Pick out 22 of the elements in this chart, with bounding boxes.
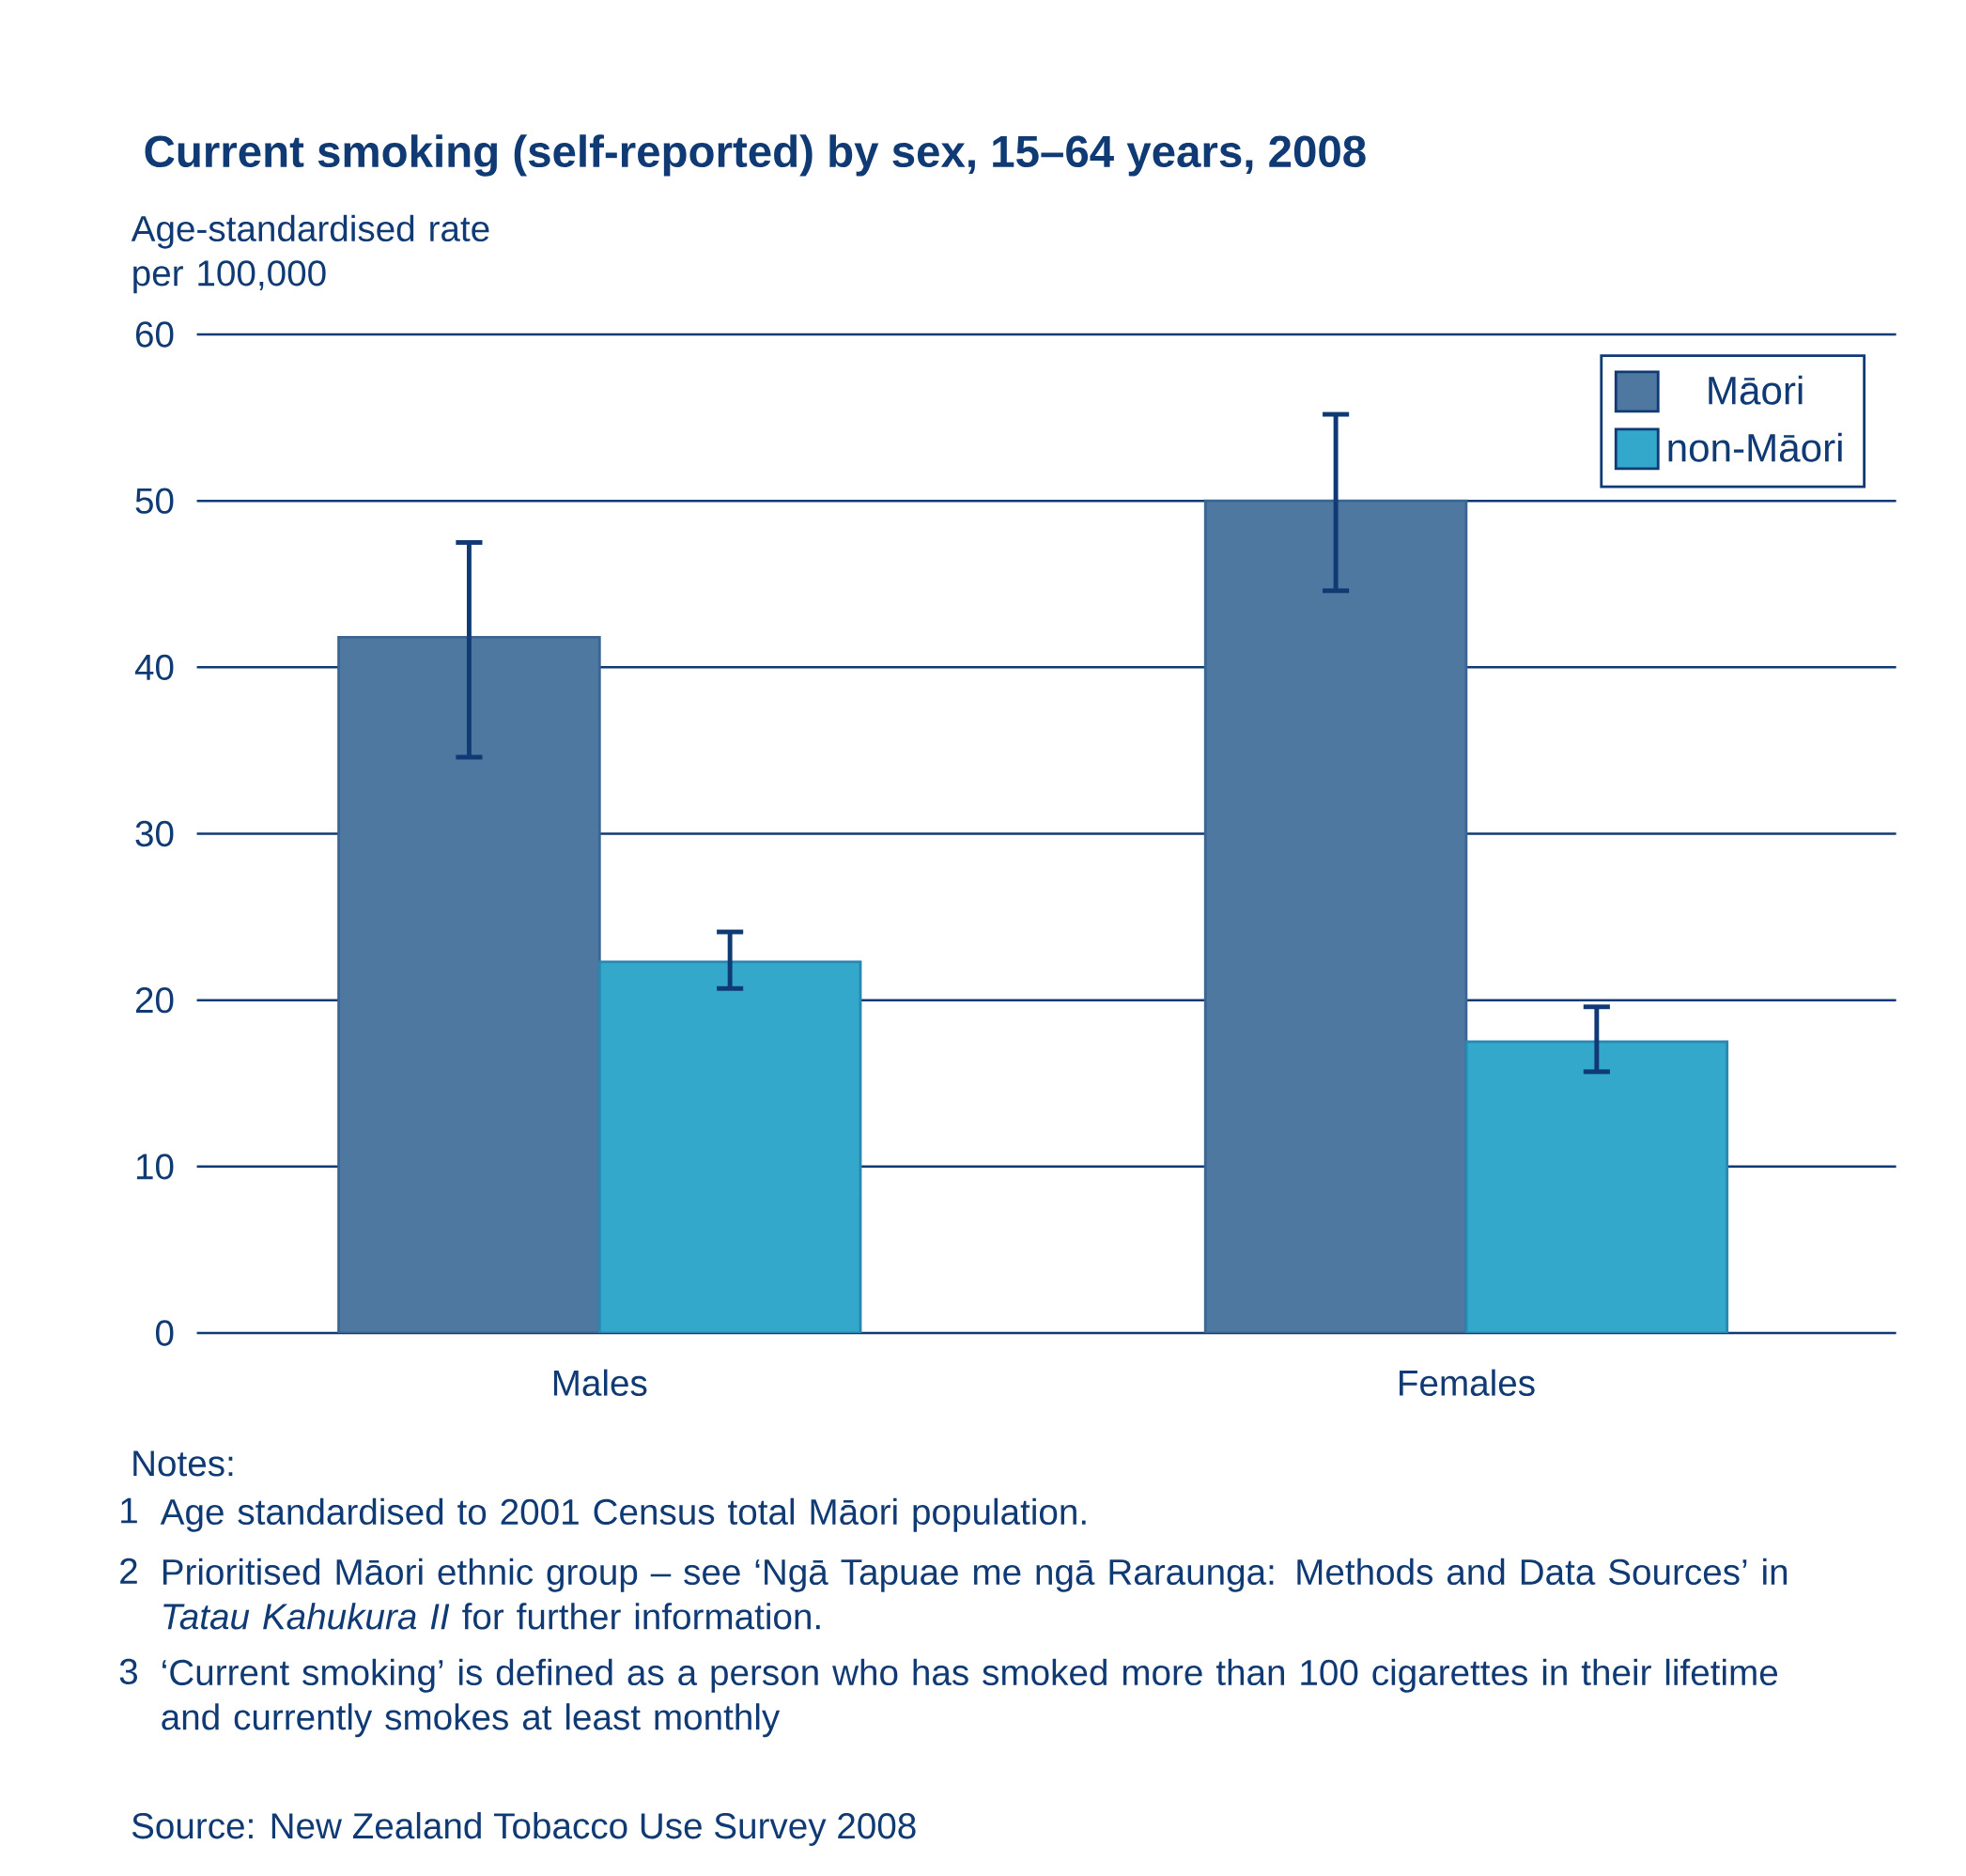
text: 1 [121,1497,137,1524]
text: ‘Current smoking’ is defined as a person who has smoked more than 100 cigarettes in their lifetime and currently smokes at least monthly [162,1658,1778,1738]
y-axis-title: Age-standardised rate per 100,000 [131,214,489,294]
source-note: Source: New Zealand Tobacco Use Survey 2008 [132,1811,916,1846]
y-tick-label: 30 [135,820,174,847]
x-tick-label: Females [1400,1369,1535,1396]
text: Prioritised Māori ethnic group – see ‘Ngā Tapuae me ngā Raraunga: Methods and Data Sources’ in Tatau Kahukura II for further information. [163,1558,1788,1630]
y-tick-label: 10 [136,1154,174,1180]
y-tick-label: 40 [134,654,174,681]
x-tick-label: Males [553,1369,647,1396]
text: 2 [120,1558,137,1584]
y-tick-label: 20 [135,987,174,1014]
text: Age standardised to 2001 Census total Māori population. [160,1497,1086,1532]
y-tick-label: 0 [156,1320,174,1346]
y-tick-label: 60 [136,321,174,348]
y-tick-label: 50 [135,488,174,514]
bar [337,636,601,1333]
chart-title: Current smoking (self-reported) by sex, 15–64 years, 2008 [145,134,1366,177]
legend-label: non-Māori [1668,432,1842,462]
text: Notes: [133,1450,233,1477]
legend-label: Māori [1709,375,1803,405]
text: 3 [119,1658,137,1685]
